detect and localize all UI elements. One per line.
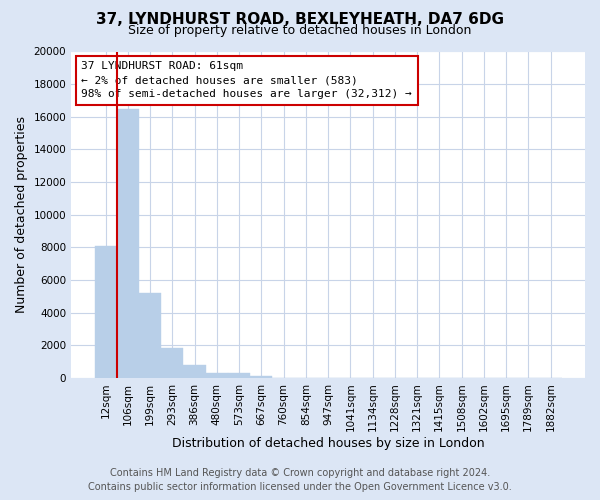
Bar (184, 365, 206, 378)
Bar (95, 246, 117, 378)
Bar (228, 374, 250, 378)
Text: 37 LYNDHURST ROAD: 61sqm
← 2% of detached houses are smaller (583)
98% of semi-d: 37 LYNDHURST ROAD: 61sqm ← 2% of detache… (82, 62, 412, 100)
Y-axis label: Number of detached properties: Number of detached properties (15, 116, 28, 313)
Bar (117, 108, 139, 378)
Bar (250, 376, 272, 378)
X-axis label: Distribution of detached houses by size in London: Distribution of detached houses by size … (172, 437, 484, 450)
Bar (206, 374, 228, 378)
Bar (139, 293, 161, 378)
Bar (161, 348, 184, 378)
Text: Contains HM Land Registry data © Crown copyright and database right 2024.
Contai: Contains HM Land Registry data © Crown c… (88, 468, 512, 492)
Text: Size of property relative to detached houses in London: Size of property relative to detached ho… (128, 24, 472, 37)
Text: 37, LYNDHURST ROAD, BEXLEYHEATH, DA7 6DG: 37, LYNDHURST ROAD, BEXLEYHEATH, DA7 6DG (96, 12, 504, 28)
